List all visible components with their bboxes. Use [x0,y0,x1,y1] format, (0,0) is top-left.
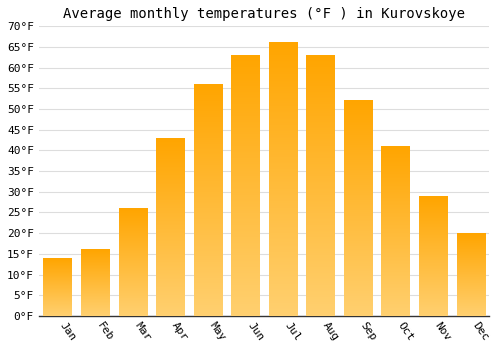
Title: Average monthly temperatures (°F ) in Kurovskoye: Average monthly temperatures (°F ) in Ku… [63,7,465,21]
